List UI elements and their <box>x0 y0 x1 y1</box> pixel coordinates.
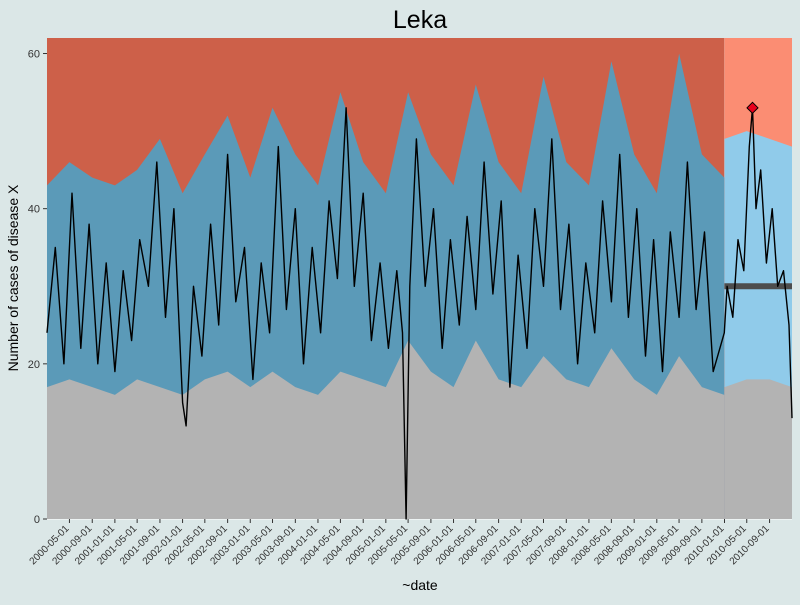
y-tick-label: 60 <box>28 49 40 61</box>
area-layers <box>47 38 792 519</box>
observed-cases-line <box>46 107 793 520</box>
line-layers <box>46 101 793 520</box>
y-tick-label: 40 <box>28 204 40 216</box>
y-tick-label: 20 <box>28 359 40 371</box>
y-tick-label: 0 <box>34 514 40 526</box>
chart-title: Leka <box>393 6 447 34</box>
y-axis-label: Number of cases of disease X <box>5 184 21 371</box>
prediction-lower-area <box>724 379 792 519</box>
x-axis-label: ~date <box>402 577 438 593</box>
signal-marker <box>746 101 759 115</box>
baseline-lower-area <box>47 340 725 519</box>
